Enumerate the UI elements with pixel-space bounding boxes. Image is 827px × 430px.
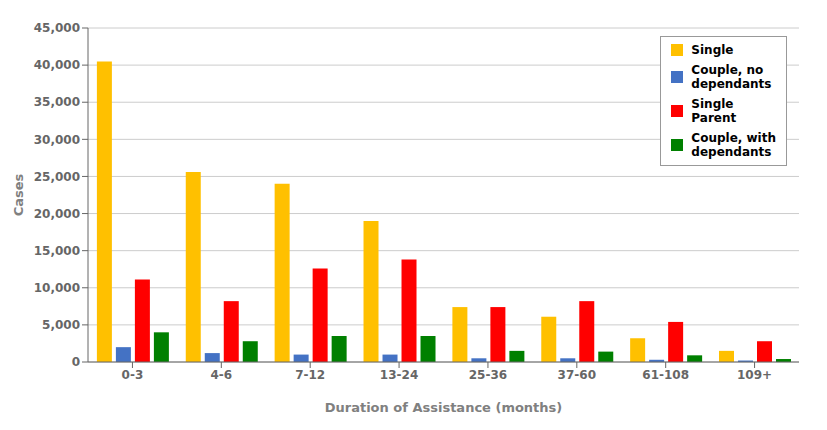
html-text:Single Parent: Single Parent — [691, 97, 737, 125]
svg-text:4-6: 4-6 — [210, 368, 232, 382]
html-text:Couple, no dependants: Couple, no dependants — [691, 63, 772, 91]
svg-text:0-3: 0-3 — [122, 368, 144, 382]
svg-text:37-60: 37-60 — [558, 368, 596, 382]
svg-text:109+: 109+ — [737, 368, 772, 382]
svg-text:Duration of Assistance (months: Duration of Assistance (months) — [325, 400, 563, 415]
html-text:Couple, with dependants: Couple, with dependants — [691, 131, 776, 159]
svg-text:45,000: 45,000 — [34, 21, 80, 35]
svg-text:13-24: 13-24 — [380, 368, 418, 382]
svg-text:0: 0 — [72, 355, 80, 369]
svg-text:10,000: 10,000 — [34, 281, 80, 295]
svg-text:25,000: 25,000 — [34, 170, 80, 184]
svg-text:Cases: Cases — [11, 173, 26, 216]
svg-text:30,000: 30,000 — [34, 133, 80, 147]
html-text:Single: Single — [691, 43, 734, 57]
svg-text:5,000: 5,000 — [42, 318, 80, 332]
svg-text:20,000: 20,000 — [34, 207, 80, 221]
svg-text:7-12: 7-12 — [295, 368, 325, 382]
svg-text:25-36: 25-36 — [469, 368, 507, 382]
svg-text:15,000: 15,000 — [34, 244, 80, 258]
svg-text:40,000: 40,000 — [34, 58, 80, 72]
svg-text:35,000: 35,000 — [34, 95, 80, 109]
svg-text:61-108: 61-108 — [642, 368, 689, 382]
